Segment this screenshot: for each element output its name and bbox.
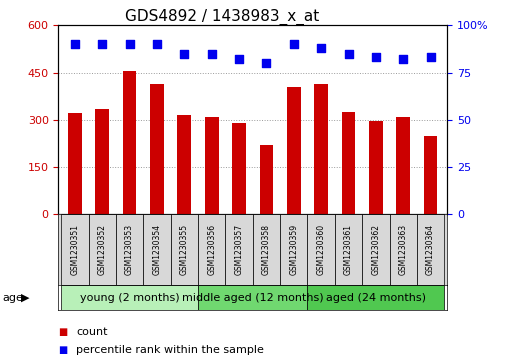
Point xyxy=(153,41,161,47)
Point xyxy=(208,51,216,57)
Point xyxy=(399,57,407,62)
Text: middle aged (12 months): middle aged (12 months) xyxy=(182,293,324,303)
Text: young (2 months): young (2 months) xyxy=(80,293,179,303)
Text: percentile rank within the sample: percentile rank within the sample xyxy=(76,345,264,355)
Text: GDS4892 / 1438983_x_at: GDS4892 / 1438983_x_at xyxy=(124,9,319,25)
Point xyxy=(180,51,188,57)
Bar xyxy=(150,83,164,214)
Text: GSM1230364: GSM1230364 xyxy=(426,224,435,275)
Bar xyxy=(61,214,88,285)
Bar xyxy=(123,71,137,214)
Point xyxy=(427,54,435,60)
Bar xyxy=(417,214,444,285)
Bar xyxy=(335,214,362,285)
Bar xyxy=(253,214,280,285)
Bar xyxy=(424,135,437,214)
Bar xyxy=(342,112,356,214)
Text: GSM1230361: GSM1230361 xyxy=(344,224,353,275)
Point xyxy=(71,41,79,47)
Bar xyxy=(232,123,246,214)
Text: GSM1230351: GSM1230351 xyxy=(70,224,79,275)
Bar xyxy=(226,214,253,285)
Text: ■: ■ xyxy=(58,327,68,337)
Bar xyxy=(396,117,410,214)
Bar xyxy=(198,285,307,310)
Bar xyxy=(314,83,328,214)
Bar xyxy=(116,214,143,285)
Text: ▶: ▶ xyxy=(21,293,30,303)
Text: GSM1230363: GSM1230363 xyxy=(399,224,408,275)
Text: GSM1230357: GSM1230357 xyxy=(235,224,243,275)
Bar xyxy=(287,87,301,214)
Point xyxy=(98,41,106,47)
Text: GSM1230362: GSM1230362 xyxy=(371,224,380,275)
Text: count: count xyxy=(76,327,108,337)
Text: aged (24 months): aged (24 months) xyxy=(326,293,426,303)
Bar xyxy=(171,214,198,285)
Text: GSM1230354: GSM1230354 xyxy=(152,224,162,275)
Bar xyxy=(143,214,171,285)
Point xyxy=(317,45,325,51)
Text: GSM1230355: GSM1230355 xyxy=(180,224,189,275)
Bar xyxy=(205,117,218,214)
Bar xyxy=(260,145,273,214)
Text: GSM1230352: GSM1230352 xyxy=(98,224,107,275)
Bar xyxy=(307,285,444,310)
Bar xyxy=(280,214,307,285)
Text: age: age xyxy=(3,293,23,303)
Bar xyxy=(96,109,109,214)
Bar xyxy=(307,214,335,285)
Bar xyxy=(369,121,383,214)
Text: ■: ■ xyxy=(58,345,68,355)
Point xyxy=(235,57,243,62)
Bar xyxy=(198,214,226,285)
Text: GSM1230358: GSM1230358 xyxy=(262,224,271,275)
Text: GSM1230360: GSM1230360 xyxy=(316,224,326,275)
Bar xyxy=(362,214,390,285)
Bar xyxy=(61,285,198,310)
Text: GSM1230353: GSM1230353 xyxy=(125,224,134,275)
Point xyxy=(344,51,353,57)
Bar xyxy=(177,115,191,214)
Point xyxy=(290,41,298,47)
Text: GSM1230359: GSM1230359 xyxy=(289,224,298,275)
Bar xyxy=(88,214,116,285)
Bar xyxy=(68,114,82,214)
Point xyxy=(262,60,270,66)
Point xyxy=(125,41,134,47)
Bar xyxy=(390,214,417,285)
Text: GSM1230356: GSM1230356 xyxy=(207,224,216,275)
Point xyxy=(372,54,380,60)
